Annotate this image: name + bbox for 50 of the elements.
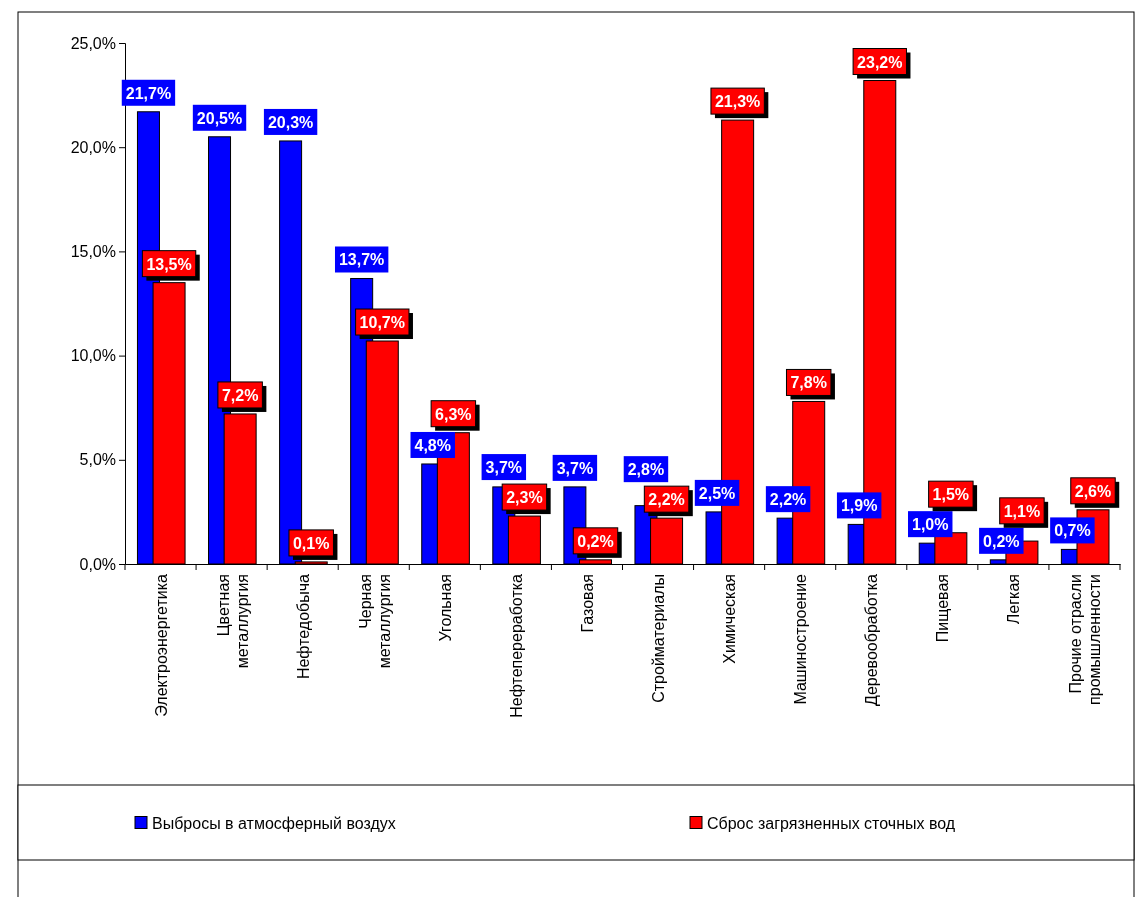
y-tick-label: 25,0% xyxy=(70,34,116,52)
x-tick-label: Нефтепереработка xyxy=(507,573,525,718)
data-label: 10,7% xyxy=(359,314,405,332)
data-label: 0,2% xyxy=(983,532,1020,550)
data-label: 2,2% xyxy=(648,491,685,509)
data-label: 21,7% xyxy=(125,84,172,102)
data-label: 1,9% xyxy=(840,497,878,515)
data-label: 3,7% xyxy=(556,459,594,477)
data-label: 1,0% xyxy=(912,516,949,534)
data-label: 20,3% xyxy=(267,113,314,131)
data-label: 0,2% xyxy=(577,532,614,550)
data-label: 0,7% xyxy=(1054,522,1091,540)
data-label: 7,2% xyxy=(221,386,259,404)
data-label: 2,3% xyxy=(506,489,543,507)
x-tick-label: Машиностроение xyxy=(792,573,810,705)
data-label: 4,8% xyxy=(414,436,451,454)
x-tick-label: Электроэнергетика xyxy=(152,573,170,717)
data-label: 2,8% xyxy=(627,461,665,479)
legend-label: Выбросы в атмосферный воздух xyxy=(152,814,396,832)
data-label: 23,2% xyxy=(857,53,903,71)
data-label: 13,5% xyxy=(146,255,192,273)
x-tick-label: Стройматериалы xyxy=(650,574,668,703)
data-label: 20,5% xyxy=(196,109,243,127)
x-tick-label: Нефтедобыча xyxy=(294,573,312,680)
y-tick-label: 20,0% xyxy=(70,138,116,156)
x-tick-label: Цветная металлургия xyxy=(214,574,251,669)
x-tick-label: Газовая xyxy=(578,574,596,633)
data-label: 2,5% xyxy=(698,484,736,502)
x-tick-label: Угольная xyxy=(436,574,454,642)
x-tick-label: Легкая xyxy=(1005,574,1023,625)
data-label: 13,7% xyxy=(338,251,385,269)
y-tick-label: 10,0% xyxy=(70,347,116,365)
legend-label: Сброс загрязненных сточных вод xyxy=(707,814,956,832)
x-tick-label: Пищевая xyxy=(934,574,952,643)
data-label: 1,5% xyxy=(932,486,970,504)
data-label: 2,2% xyxy=(769,491,807,509)
y-tick-label: 0,0% xyxy=(79,555,116,573)
y-tick-label: 5,0% xyxy=(79,451,116,469)
y-tick-label: 15,0% xyxy=(70,243,116,261)
x-tick-label: Химическая xyxy=(721,574,739,664)
data-label: 3,7% xyxy=(485,459,523,477)
data-label: 1,1% xyxy=(1003,502,1041,520)
data-label: 7,8% xyxy=(790,374,827,392)
data-label: 2,6% xyxy=(1074,482,1112,500)
x-tick-label: Прочие отрасли промышленности xyxy=(1067,574,1104,705)
data-label: 6,3% xyxy=(435,405,472,423)
data-label: 21,3% xyxy=(714,93,761,111)
x-tick-label: Деревообработка xyxy=(863,573,881,706)
x-tick-label: Черная металлургия xyxy=(356,574,393,669)
data-label: 0,1% xyxy=(292,534,330,552)
